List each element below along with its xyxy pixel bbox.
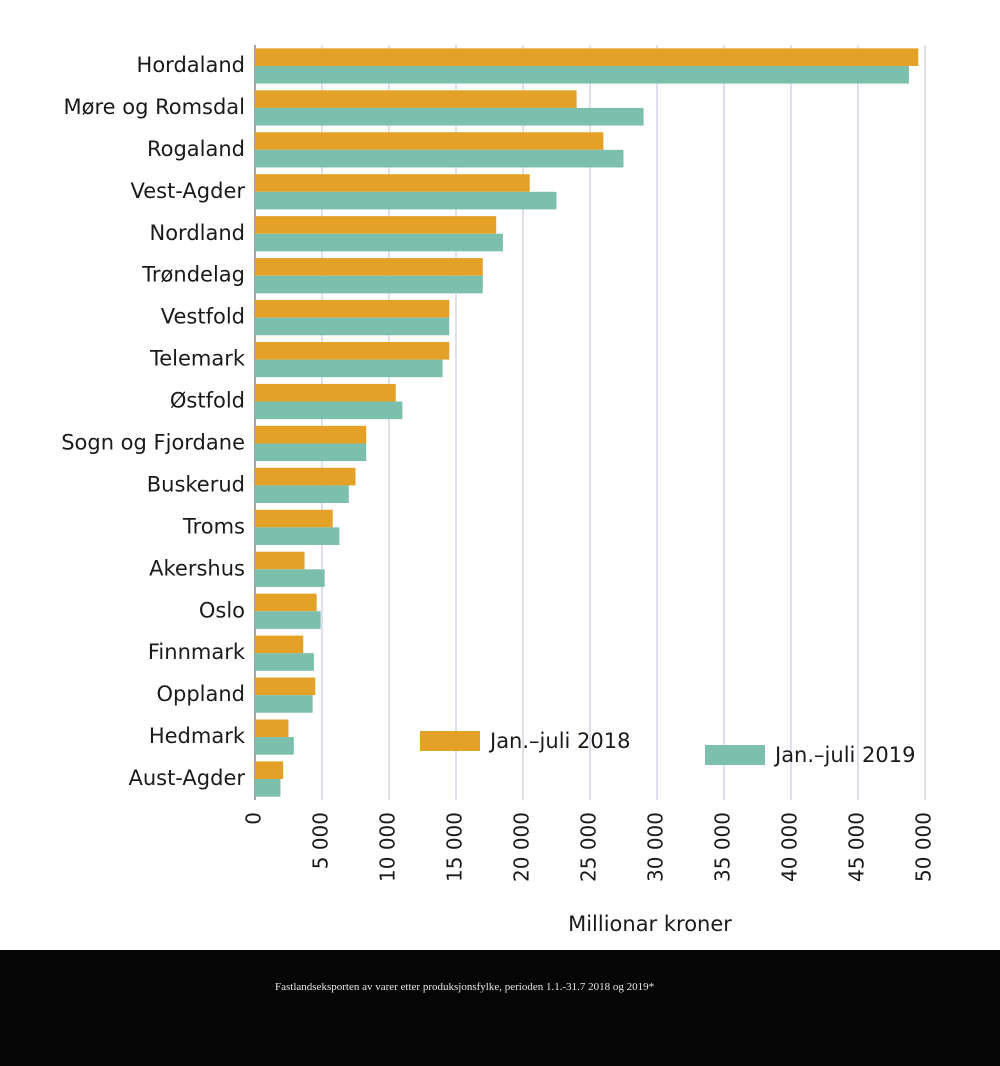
bar — [255, 191, 557, 210]
y-tick-label: Østfold — [170, 389, 245, 413]
x-tick-label: 30 000 — [644, 812, 668, 882]
legend-label: Jan.–juli 2018 — [488, 729, 630, 753]
y-tick-label: Vest-Agder — [130, 179, 245, 203]
y-tick-label: Finnmark — [148, 640, 246, 664]
bar — [255, 383, 396, 402]
x-tick-label: 15 000 — [443, 812, 467, 882]
x-tick-label: 50 000 — [912, 812, 936, 882]
y-tick-label: Telemark — [149, 347, 246, 371]
bar — [255, 485, 349, 504]
bar — [255, 737, 294, 755]
bar — [255, 300, 450, 318]
bar — [255, 761, 284, 780]
bar — [255, 90, 577, 108]
x-tick-label: 25 000 — [577, 812, 601, 882]
bar — [255, 443, 367, 462]
x-axis-label: Millionar kroner — [568, 912, 732, 936]
legend-swatch — [420, 731, 480, 751]
caption: Fastlandseksporten av varer etter produk… — [275, 981, 655, 993]
bar — [255, 719, 289, 738]
bar — [255, 569, 325, 587]
bar — [255, 509, 333, 528]
bar — [255, 779, 281, 797]
x-tick-label: 35 000 — [711, 812, 735, 882]
bar — [255, 258, 483, 276]
legend-swatch — [705, 745, 765, 765]
bar — [255, 593, 317, 612]
x-tick-label: 0 — [242, 812, 266, 825]
bar — [255, 48, 919, 66]
y-tick-label: Troms — [182, 514, 245, 538]
y-tick-label: Hordaland — [137, 53, 245, 77]
x-tick-label: 5 000 — [309, 812, 333, 869]
footer — [0, 950, 1000, 1066]
bar — [255, 611, 321, 629]
bar — [255, 653, 314, 671]
y-tick-label: Trøndelag — [141, 263, 245, 287]
y-tick-label: Akershus — [149, 556, 245, 580]
x-tick-label: 20 000 — [510, 812, 534, 882]
bar — [255, 341, 450, 360]
bar — [255, 401, 403, 420]
bar — [255, 677, 316, 696]
y-tick-label: Vestfold — [161, 305, 245, 329]
bar — [255, 65, 909, 84]
bar — [255, 216, 497, 234]
bar — [255, 174, 530, 192]
y-tick-label: Oslo — [199, 598, 245, 622]
bar — [255, 695, 313, 713]
y-tick-label: Aust-Agder — [128, 766, 245, 790]
bar — [255, 425, 367, 444]
y-tick-label: Hedmark — [149, 724, 246, 748]
bar — [255, 233, 503, 252]
y-tick-label: Rogaland — [147, 137, 245, 161]
bar — [255, 149, 624, 168]
y-tick-label: Oppland — [156, 682, 245, 706]
legend-label: Jan.–juli 2019 — [773, 743, 915, 767]
chart: 0 5 000 10 000 15 000 20 000 25 000 30 000 35 0… — [0, 0, 1000, 950]
bar — [255, 359, 443, 378]
x-tick-label: 10 000 — [376, 812, 400, 882]
y-tick-label: Sogn og Fjordane — [61, 430, 245, 454]
bar — [255, 107, 644, 126]
bar — [255, 275, 483, 294]
x-tick-label: 45 000 — [845, 812, 869, 882]
y-tick-label: Møre og Romsdal — [63, 95, 245, 119]
bar — [255, 467, 356, 486]
y-tick-label: Nordland — [150, 221, 246, 245]
y-tick-label: Buskerud — [147, 472, 245, 496]
bar — [255, 317, 450, 336]
bar — [255, 527, 340, 545]
bar — [255, 132, 604, 150]
x-tick-label: 40 000 — [778, 812, 802, 882]
bar — [255, 635, 304, 654]
bar — [255, 551, 305, 570]
